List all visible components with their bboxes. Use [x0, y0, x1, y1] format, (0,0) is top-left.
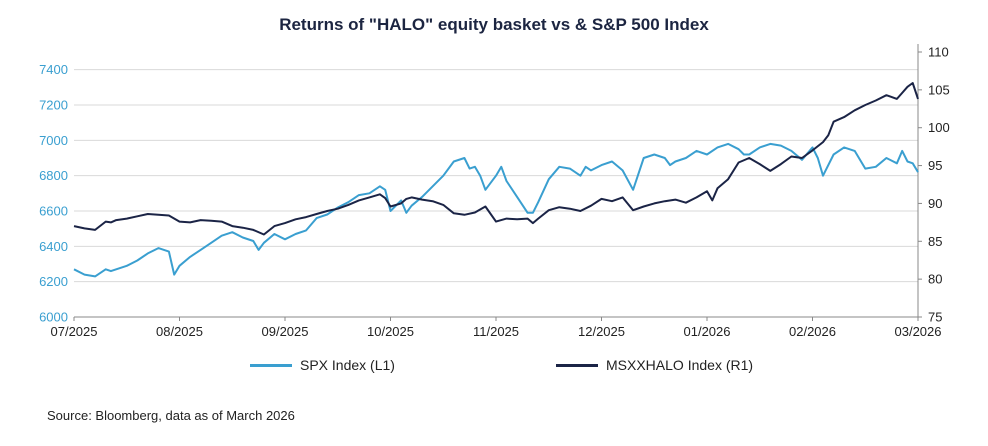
y-right-tick-label: 80: [928, 272, 942, 287]
series-line-spx: [73, 142, 919, 278]
y-right-tick-label: 95: [928, 158, 942, 173]
x-tick-label: 11/2025: [473, 324, 519, 339]
y-left-tick-label: 7000: [39, 133, 68, 148]
x-tick-label: 10/2025: [367, 324, 414, 339]
axes: [73, 44, 922, 321]
x-tick-label: 12/2025: [578, 324, 625, 339]
y-right-tick-label: 100: [928, 120, 950, 135]
legend-swatch-spx: [250, 363, 292, 367]
source-note: Source: Bloomberg, data as of March 2026: [47, 408, 295, 423]
y-left-tick-label: 6600: [39, 204, 68, 219]
x-tick-label: 08/2025: [156, 324, 203, 339]
series-lines: [73, 82, 919, 278]
y-left-tick-label: 6000: [39, 310, 68, 325]
tick-labels: 07/2025 08/2025 09/2025 10/2025 11/2025 12/20…: [39, 45, 950, 340]
y-left-tick-label: 7200: [39, 98, 68, 113]
y-right-tick-label: 105: [928, 82, 950, 97]
y-right-tick-label: 75: [928, 310, 942, 325]
x-tick-label: 02/2026: [789, 324, 836, 339]
y-right-tick-label: 90: [928, 196, 942, 211]
x-tick-label: 09/2025: [262, 324, 309, 339]
y-right-tick-label: 110: [928, 45, 949, 60]
x-tick-label: 07/2025: [51, 324, 98, 339]
x-tick-label: 03/2026: [895, 324, 942, 339]
chart-title: Returns of "HALO" equity basket vs & S&P…: [279, 15, 709, 34]
y-left-tick-label: 6200: [39, 274, 68, 289]
legend-item-halo: MSXXHALO Index (R1): [556, 357, 753, 373]
legend-item-spx: SPX Index (L1): [250, 357, 395, 373]
y-left-tick-label: 6400: [39, 239, 68, 254]
legend-label-halo: MSXXHALO Index (R1): [606, 357, 754, 373]
y-right-tick-label: 85: [928, 234, 942, 249]
legend-label-spx: SPX Index (L1): [300, 357, 395, 373]
legend-swatch-halo: [556, 363, 598, 367]
series-line-halo: [73, 82, 919, 236]
x-tick-label: 01/2026: [684, 324, 731, 339]
y-left-tick-label: 7400: [39, 62, 68, 77]
y-left-tick-label: 6800: [39, 168, 68, 183]
